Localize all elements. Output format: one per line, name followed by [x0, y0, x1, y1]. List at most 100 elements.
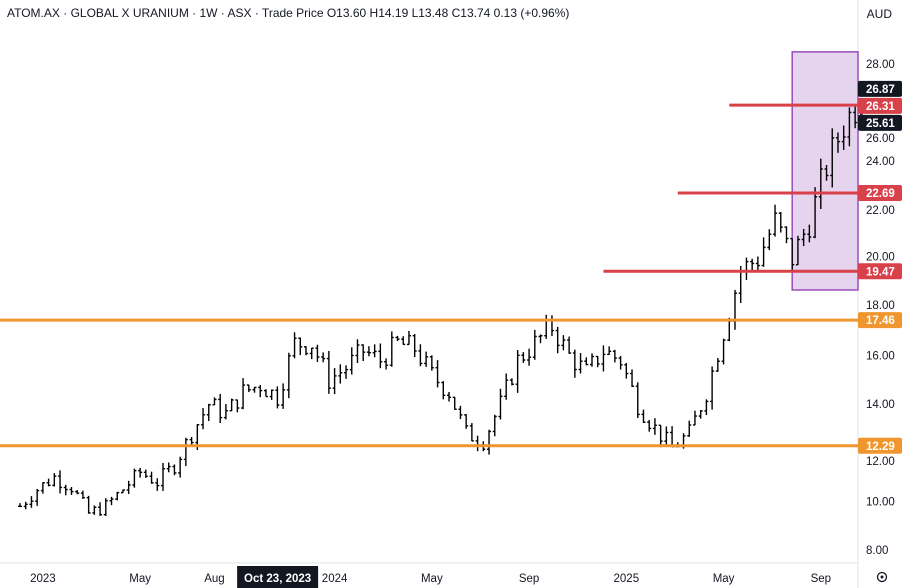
ohlc-bar[interactable]	[418, 344, 423, 367]
ohlc-bar[interactable]	[161, 462, 165, 491]
ohlc-bar[interactable]	[704, 399, 709, 416]
ohlc-bar[interactable]	[773, 204, 778, 237]
ohlc-bar[interactable]	[767, 229, 772, 251]
ohlc-bar[interactable]	[384, 358, 389, 370]
ohlc-bar[interactable]	[590, 353, 594, 367]
ohlc-bar[interactable]	[561, 335, 566, 351]
ohlc-bar[interactable]	[658, 424, 663, 448]
ohlc-bar[interactable]	[366, 346, 371, 357]
ohlc-bar[interactable]	[813, 187, 818, 239]
ohlc-bar[interactable]	[172, 464, 177, 476]
ohlc-bar[interactable]	[332, 368, 337, 395]
currency-selector[interactable]: AUD	[866, 7, 892, 21]
ohlc-bar[interactable]	[263, 389, 268, 398]
ohlc-bar[interactable]	[595, 355, 600, 368]
ohlc-bar[interactable]	[361, 344, 366, 362]
ohlc-bar[interactable]	[635, 382, 640, 419]
ohlc-bar[interactable]	[733, 289, 737, 330]
ohlc-bar[interactable]	[458, 405, 463, 420]
ohlc-bar[interactable]	[721, 338, 726, 365]
ohlc-bar[interactable]	[504, 373, 509, 400]
ohlc-bar[interactable]	[132, 468, 137, 488]
ohlc-bar[interactable]	[624, 363, 629, 379]
ohlc-bar[interactable]	[761, 237, 766, 267]
ohlc-bar[interactable]	[183, 437, 188, 467]
ohlc-bar[interactable]	[441, 381, 446, 400]
ohlc-bar[interactable]	[218, 393, 223, 424]
ohlc-bar[interactable]	[853, 105, 858, 129]
ohlc-bar[interactable]	[578, 353, 583, 374]
ohlc-bar[interactable]	[29, 496, 34, 508]
ohlc-bar[interactable]	[424, 351, 429, 367]
ohlc-bar[interactable]	[790, 237, 795, 270]
ohlc-bar[interactable]	[715, 357, 720, 372]
ohlc-bar[interactable]	[549, 315, 554, 337]
ohlc-bar[interactable]	[46, 478, 51, 487]
ohlc-bar[interactable]	[778, 211, 783, 233]
ohlc-bar[interactable]	[630, 369, 635, 387]
ohlc-bar[interactable]	[641, 409, 646, 423]
ohlc-bar[interactable]	[807, 224, 812, 243]
ohlc-bar[interactable]	[652, 418, 657, 435]
ohlc-bar[interactable]	[692, 410, 697, 426]
ohlc-bar[interactable]	[469, 423, 474, 442]
ohlc-bar[interactable]	[412, 334, 417, 358]
ohlc-bar[interactable]	[109, 496, 114, 506]
ohlc-bar[interactable]	[75, 489, 80, 495]
highlight-rectangle[interactable]	[791, 51, 859, 291]
ohlc-bar[interactable]	[229, 398, 234, 412]
ohlc-bar[interactable]	[40, 482, 45, 494]
ohlc-bar[interactable]	[687, 420, 692, 437]
ohlc-bar[interactable]	[235, 399, 240, 413]
ohlc-bar[interactable]	[212, 397, 217, 406]
ohlc-bar[interactable]	[304, 346, 308, 356]
ohlc-bar[interactable]	[515, 350, 520, 393]
ohlc-bar[interactable]	[487, 429, 492, 455]
ohlc-bar[interactable]	[698, 410, 703, 419]
ohlc-bar[interactable]	[155, 478, 160, 491]
ohlc-bar[interactable]	[647, 419, 652, 432]
ohlc-bar[interactable]	[69, 486, 74, 495]
ohlc-bar[interactable]	[567, 336, 572, 354]
ohlc-bar[interactable]	[178, 456, 183, 478]
ohlc-bar[interactable]	[801, 228, 806, 247]
ohlc-bar[interactable]	[326, 350, 331, 394]
ohlc-bar[interactable]	[618, 355, 623, 370]
ohlc-bar[interactable]	[241, 378, 246, 410]
ohlc-bar[interactable]	[429, 355, 434, 371]
ohlc-bar[interactable]	[492, 414, 497, 437]
ohlc-bar[interactable]	[63, 484, 68, 496]
ohlc-bar[interactable]	[584, 357, 589, 366]
ohlc-bar[interactable]	[521, 352, 526, 363]
ohlc-bar[interactable]	[784, 226, 789, 244]
ohlc-bar[interactable]	[538, 334, 543, 344]
ohlc-bar[interactable]	[509, 378, 514, 386]
ohlc-bar[interactable]	[378, 343, 383, 369]
ohlc-bar[interactable]	[103, 498, 108, 516]
ohlc-bar[interactable]	[452, 396, 457, 410]
ohlc-bar[interactable]	[847, 107, 852, 147]
ohlc-bar[interactable]	[532, 329, 537, 360]
ohlc-bar[interactable]	[206, 403, 211, 422]
ohlc-bar[interactable]	[389, 331, 394, 367]
ohlc-bar[interactable]	[401, 336, 406, 346]
ohlc-bar[interactable]	[201, 408, 206, 430]
ohlc-bar[interactable]	[355, 339, 360, 363]
ohlc-bar[interactable]	[555, 326, 560, 354]
ohlc-bar[interactable]	[286, 352, 291, 399]
ohlc-bar[interactable]	[447, 391, 451, 402]
ohlc-bar[interactable]	[841, 125, 846, 150]
ohlc-bar[interactable]	[143, 469, 148, 478]
settings-gear-icon[interactable]	[876, 571, 888, 583]
ohlc-bar[interactable]	[544, 314, 549, 339]
ohlc-bar[interactable]	[755, 256, 760, 271]
ohlc-bar[interactable]	[52, 473, 57, 487]
ohlc-bar[interactable]	[670, 426, 675, 448]
ohlc-bar[interactable]	[58, 470, 63, 494]
ohlc-bar[interactable]	[601, 345, 606, 372]
ohlc-bar[interactable]	[275, 386, 280, 409]
ohlc-bar[interactable]	[126, 480, 131, 494]
ohlc-bar[interactable]	[18, 503, 22, 508]
ohlc-bar[interactable]	[281, 383, 286, 409]
